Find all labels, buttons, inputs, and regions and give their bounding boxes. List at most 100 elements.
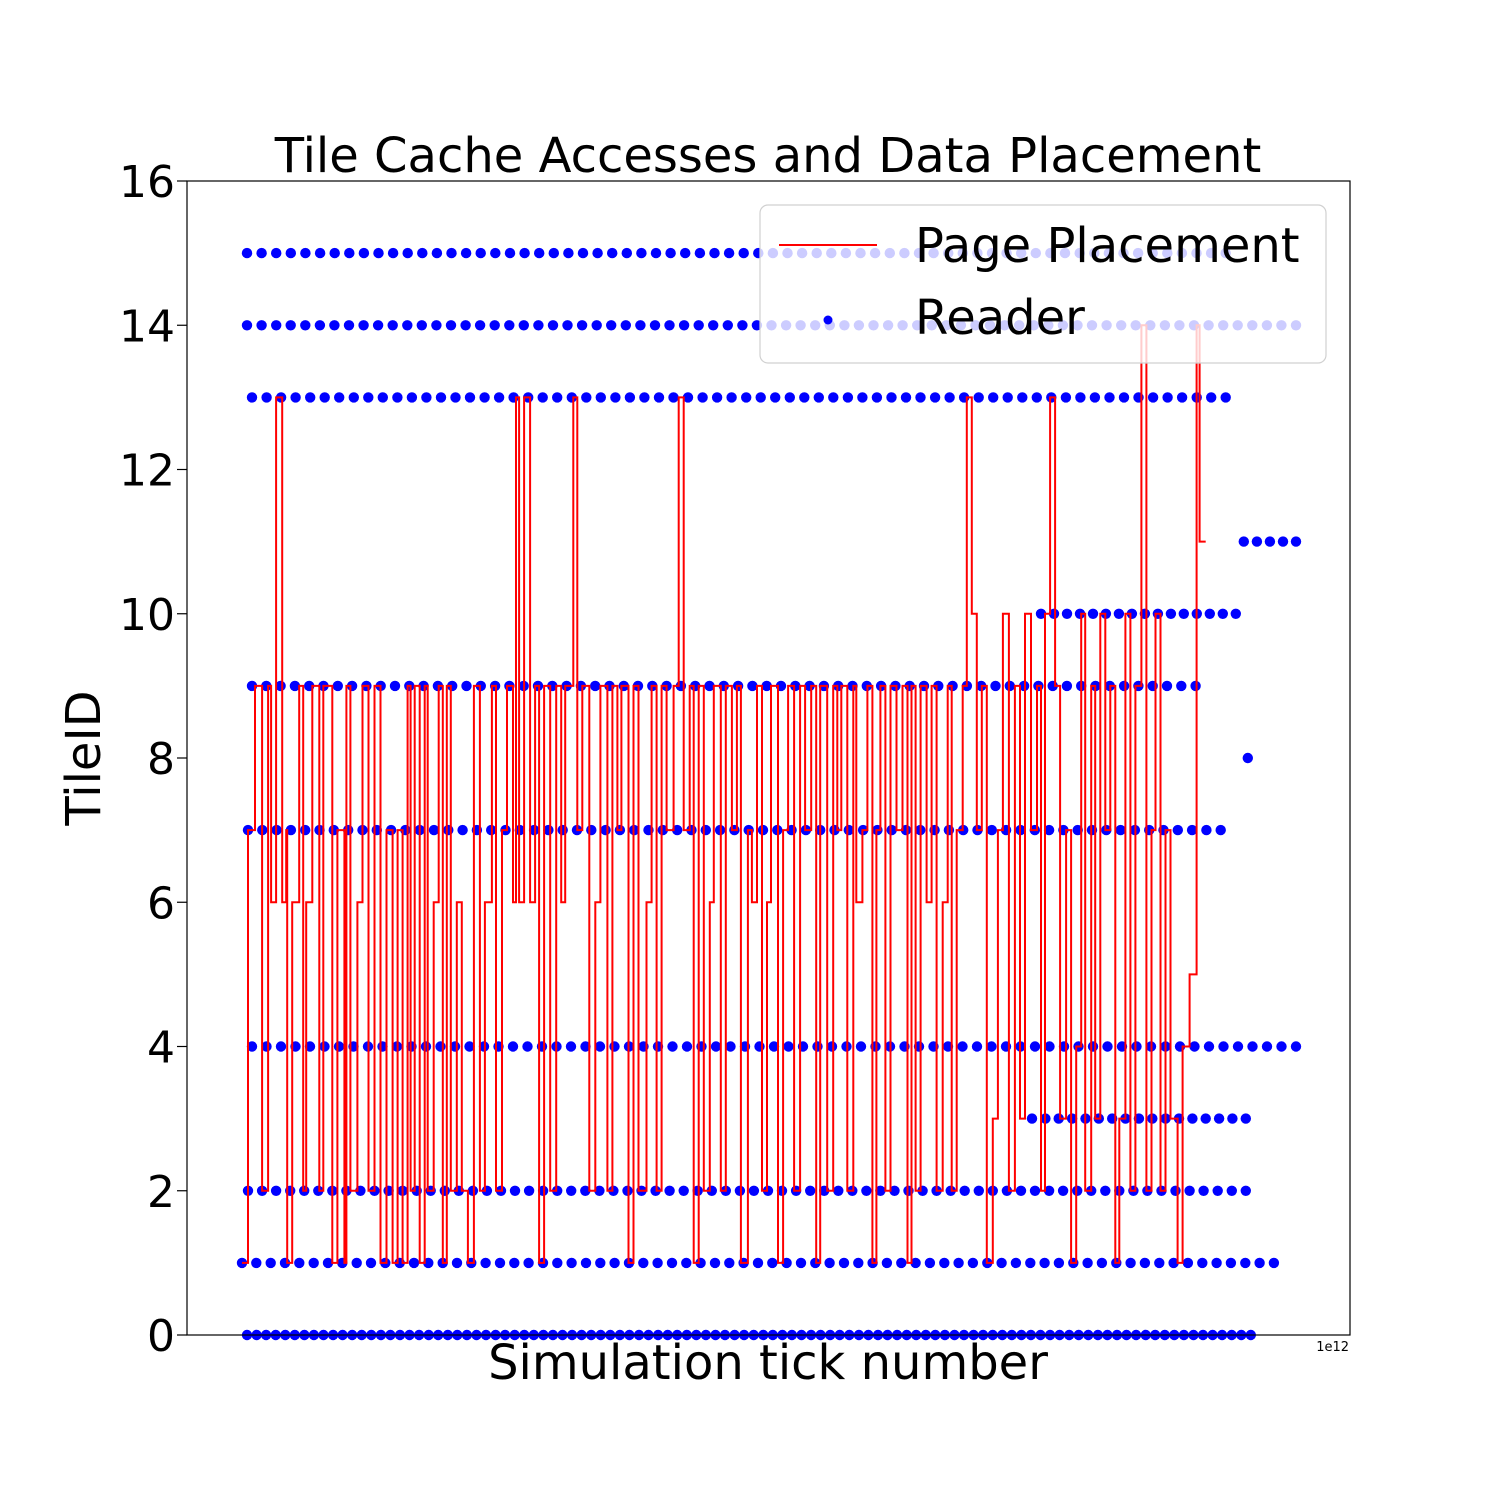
reader-point [606,320,617,331]
reader-point [1170,1185,1181,1197]
reader-point [475,247,486,259]
reader-point [726,392,737,403]
reader-point [1096,1257,1108,1269]
reader-point [761,680,772,692]
y-axis-ticks: 0 2 4 6 8 10 12 14 16 [119,157,187,1362]
reader-point [387,247,399,259]
reader-point [420,1041,432,1052]
reader-point [1061,608,1073,619]
reader-point [402,320,413,331]
reader-point [304,1041,316,1052]
reader-point [680,247,691,259]
reader-point [915,392,926,403]
reader-point [241,320,253,331]
reader-point [609,1041,620,1052]
reader-point [1200,1113,1211,1124]
reader-point [650,247,662,259]
reader-point [334,392,345,403]
reader-point [1074,608,1086,619]
reader-point [1211,1257,1222,1269]
reader-point [805,1185,816,1197]
reader-point [577,247,589,259]
reader-point [446,247,457,259]
reader-point [1203,1041,1215,1052]
reader-point [1187,1113,1198,1124]
reader-point [1206,392,1217,403]
reader-point [959,1185,970,1197]
reader-point [275,1041,287,1052]
reader-point [986,1041,997,1052]
reader-point [450,392,461,403]
reader-point [971,1041,983,1052]
reader-point [479,392,490,403]
reader-point [246,392,258,403]
reader-point [1113,608,1125,619]
reader-point [251,1257,262,1269]
reader-point [314,247,326,259]
reader-point [1118,392,1130,403]
reader-point [709,247,720,259]
reader-point [285,320,296,331]
reader-point [1043,1185,1055,1197]
x-axis-offset-label: 1e12 [1316,1340,1349,1355]
reader-point [896,1257,907,1269]
reader-point [329,247,340,259]
reader-point [709,1257,721,1269]
reader-point [1268,1257,1280,1269]
reader-point [681,1041,693,1052]
reader-point [460,247,472,259]
y-tick-label: 8 [147,734,175,785]
reader-point [988,392,999,403]
reader-point [464,1041,475,1052]
reader-point [343,320,355,331]
reader-point [392,392,403,403]
reader-point [1162,392,1173,403]
reader-point [1165,608,1177,619]
reader-point [431,247,443,259]
reader-point [372,320,384,331]
reader-point [416,320,427,331]
reader-point [467,1185,479,1197]
page-placement-line [242,324,1206,1264]
reader-point [1161,680,1173,692]
reader-point [1139,1257,1151,1269]
reader-point [1104,392,1115,403]
reader-point [1075,392,1086,403]
reader-point [435,1041,446,1052]
reader-point [333,1041,345,1052]
reader-point [724,1257,735,1269]
reader-point [489,320,500,331]
y-tick-label: 6 [147,878,175,929]
reader-point [447,680,458,692]
reader-point [1240,1257,1251,1269]
reader-point [1131,1041,1142,1052]
reader-point [1048,608,1060,619]
reader-point [1176,680,1187,692]
reader-point [451,1257,463,1269]
reader-point [1089,392,1101,403]
reader-point [319,392,330,403]
reader-point [1026,1113,1038,1124]
reader-point [1044,1041,1055,1052]
reader-point [1290,536,1302,547]
reader-point [693,320,704,331]
reader-point [1010,1257,1022,1269]
reader-point [664,320,675,331]
reader-point [271,247,282,259]
reader-point [900,392,912,403]
reader-point [308,1257,319,1269]
reader-point [580,1257,592,1269]
reader-point [755,392,766,403]
reader-point [795,1257,807,1269]
reader-point [1082,1257,1093,1269]
chart-title: Tile Cache Accesses and Data Placement [274,128,1262,184]
reader-point [408,1257,420,1269]
reader-point [1031,392,1043,403]
reader-point [344,247,355,259]
reader-point [697,392,708,403]
reader-point [942,1041,954,1052]
reader-point [607,247,618,259]
reader-point [1053,1257,1065,1269]
reader-point [813,392,824,403]
reader-point [710,1041,722,1052]
